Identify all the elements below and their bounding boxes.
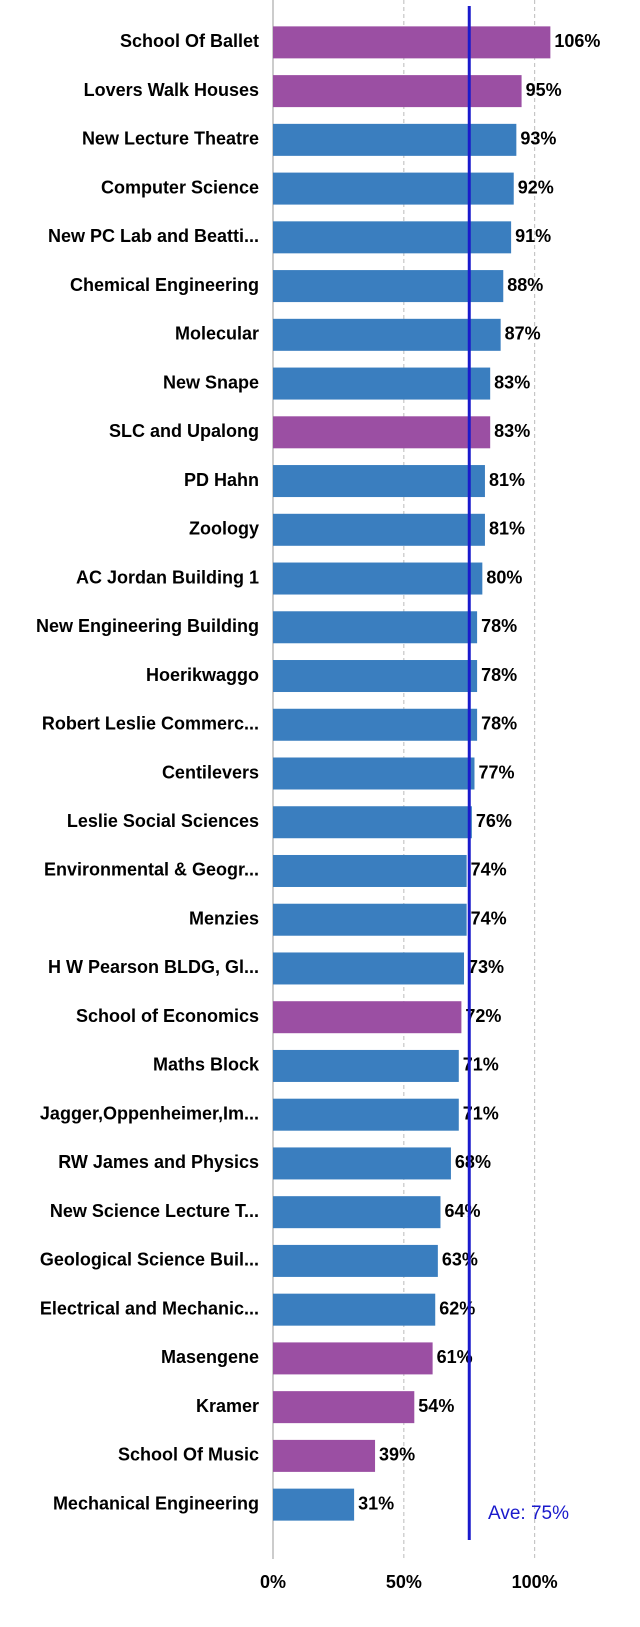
bar [273,123,517,156]
value-label: 76% [476,811,512,831]
y-tick-label: Masengene [161,1347,259,1367]
value-label: 62% [439,1298,475,1318]
value-label: 83% [494,372,530,392]
value-label: 74% [471,908,507,928]
bar [273,1293,436,1326]
y-tick-label: PD Hahn [184,470,259,490]
value-label: 92% [518,177,554,197]
bar [273,1342,433,1375]
bar [273,26,551,59]
y-tick-label: Centilevers [162,762,259,782]
bar [273,1391,415,1424]
average-label: Ave: 75% [488,1503,569,1524]
x-tick-label: 0% [260,1572,286,1592]
y-tick-label: Computer Science [101,177,259,197]
x-tick-label: 50% [386,1572,422,1592]
y-tick-label: School Of Ballet [120,31,259,51]
bar [273,416,491,449]
y-tick-label: SLC and Upalong [109,421,259,441]
value-label: 88% [507,275,543,295]
bar [273,1244,438,1277]
value-label: 106% [554,31,600,51]
y-tick-label: Menzies [189,908,259,928]
bar [273,367,491,400]
value-label: 68% [455,1152,491,1172]
value-label: 87% [505,324,541,344]
y-tick-label: Hoerikwaggo [146,665,259,685]
y-tick-label: New Science Lecture T... [50,1201,259,1221]
bar [273,562,483,595]
bar [273,172,514,205]
value-label: 71% [463,1103,499,1123]
bar [273,708,478,741]
y-tick-label: Lovers Walk Houses [84,80,259,100]
bar [273,1488,355,1521]
bar [273,318,501,351]
y-tick-label: Zoology [189,519,259,539]
y-tick-label: New Lecture Theatre [82,129,259,149]
bar [273,952,465,985]
value-label: 72% [465,1006,501,1026]
x-tick-label: 100% [512,1572,558,1592]
y-tick-label: RW James and Physics [58,1152,259,1172]
y-tick-label: H W Pearson BLDG, Gl... [48,957,259,977]
value-label: 64% [444,1201,480,1221]
bar [273,221,512,254]
y-tick-label: Electrical and Mechanic... [40,1298,259,1318]
value-label: 95% [526,80,562,100]
y-tick-label: Kramer [196,1396,259,1416]
value-label: 78% [481,665,517,685]
bar [273,1147,451,1180]
bar [273,854,467,887]
value-label: 39% [379,1445,415,1465]
value-label: 80% [486,567,522,587]
bar [273,903,467,936]
bar [273,465,485,498]
bar [273,1049,459,1082]
value-label: 91% [515,226,551,246]
bar [273,513,485,546]
y-tick-label: Environmental & Geogr... [44,860,259,880]
bar [273,1098,459,1131]
value-label: 83% [494,421,530,441]
value-label: 93% [520,129,556,149]
value-label: 63% [442,1250,478,1270]
value-label: 74% [471,860,507,880]
value-label: 61% [437,1347,473,1367]
value-label: 31% [358,1493,394,1513]
bar [273,660,478,693]
bar [273,1001,462,1034]
y-tick-label: Robert Leslie Commerc... [42,714,259,734]
y-tick-label: New PC Lab and Beatti... [48,226,259,246]
y-tick-label: Maths Block [153,1055,260,1075]
bar [273,611,478,644]
bar [273,1196,441,1229]
y-tick-label: Jagger,Oppenheimer,Im... [40,1103,259,1123]
value-label: 78% [481,714,517,734]
value-label: 77% [478,762,514,782]
y-tick-label: Leslie Social Sciences [67,811,259,831]
value-label: 54% [418,1396,454,1416]
value-label: 71% [463,1055,499,1075]
y-tick-label: New Engineering Building [36,616,259,636]
y-tick-label: New Snape [163,372,259,392]
value-label: 78% [481,616,517,636]
y-tick-label: School Of Music [118,1445,259,1465]
value-label: 73% [468,957,504,977]
bar [273,75,522,108]
y-tick-label: Molecular [175,324,259,344]
y-tick-label: AC Jordan Building 1 [76,567,259,587]
y-tick-label: Chemical Engineering [70,275,259,295]
bar [273,270,504,303]
value-label: 81% [489,470,525,490]
y-tick-label: Mechanical Engineering [53,1493,259,1513]
bar [273,1439,376,1472]
y-tick-label: School of Economics [76,1006,259,1026]
bar [273,806,472,839]
bar [273,757,475,790]
value-label: 81% [489,519,525,539]
y-tick-label: Geological Science Buil... [40,1250,259,1270]
